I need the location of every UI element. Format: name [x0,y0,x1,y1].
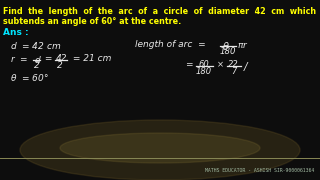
Text: Ans :: Ans : [3,28,28,37]
Text: 180: 180 [196,67,212,76]
Text: 2: 2 [57,61,63,70]
Text: =: = [42,54,55,63]
Text: $d$: $d$ [34,54,42,65]
Text: =: = [185,60,193,69]
Text: $\pi r$: $\pi r$ [237,40,249,50]
Text: $r$  =: $r$ = [10,54,29,64]
Text: 180: 180 [220,47,236,56]
Ellipse shape [60,133,260,163]
Text: 60: 60 [198,60,209,69]
Text: 42: 42 [56,54,68,63]
Text: Find  the  length  of  the  arc  of  a  circle  of  diameter  42  cm  which: Find the length of the arc of a circle o… [3,7,316,16]
Text: $d$  = 42 cm: $d$ = 42 cm [10,40,61,51]
Text: = 21 cm: = 21 cm [70,54,111,63]
Text: $\times$: $\times$ [216,60,224,69]
Text: 2: 2 [34,61,40,70]
Text: /: / [244,62,247,72]
Text: MATHS EDUCATOR - ASHISH SIR-9000061364: MATHS EDUCATOR - ASHISH SIR-9000061364 [205,168,315,172]
Text: 7: 7 [231,67,236,76]
Text: 22: 22 [228,60,239,69]
Text: subtends an angle of 60° at the centre.: subtends an angle of 60° at the centre. [3,17,181,26]
Ellipse shape [20,120,300,180]
Text: $\theta$  = 60°: $\theta$ = 60° [10,72,49,83]
Text: $\theta$: $\theta$ [222,40,230,52]
Text: length of arc  =: length of arc = [135,40,206,49]
